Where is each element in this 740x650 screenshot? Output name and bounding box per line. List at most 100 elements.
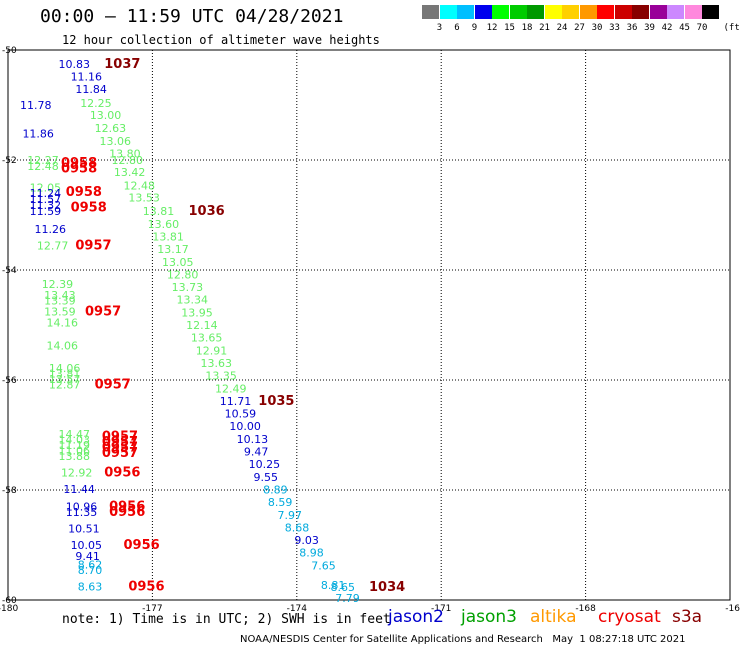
wave-height-label: 13.80 <box>109 147 141 160</box>
pass-time-label: 0957 <box>95 377 131 392</box>
wave-height-label: 8.65 <box>330 581 355 594</box>
wave-height-label: 8.89 <box>263 483 288 496</box>
satellite-label-cryosat: cryosat <box>598 607 661 627</box>
wave-height-label: 8.98 <box>299 547 324 560</box>
wave-height-label: 10.83 <box>59 58 91 71</box>
legend-level-label: 18 <box>521 23 533 33</box>
pass-time-label: 0956 <box>128 579 164 594</box>
wave-height-label: 12.77 <box>37 239 69 252</box>
lat-tick-label: -56 <box>2 376 17 386</box>
lon-tick-label: -168 <box>575 604 596 614</box>
wave-height-label: 7.65 <box>311 559 336 572</box>
wave-height-label: 10.00 <box>229 420 261 433</box>
map-subtitle: 12 hour collection of altimeter wave hei… <box>62 33 380 47</box>
wave-height-label: 8.81 <box>321 579 346 592</box>
pass-time-label: 0957 <box>102 441 138 456</box>
wave-height-label: 13.43 <box>44 289 76 302</box>
legend-level-label: 9 <box>471 23 478 33</box>
legend-level-label: 42 <box>661 23 673 33</box>
wave-height-label: 12.27 <box>27 154 59 167</box>
legend-swatch <box>492 5 509 19</box>
pass-time-label: 0957 <box>85 304 121 319</box>
legend-level-label: 24 <box>556 23 568 33</box>
pass-time-label: 1035 <box>258 394 294 409</box>
note-text: note: 1) Time is in UTC; 2) SWH is in fe… <box>62 612 391 627</box>
wave-height-label: 10.51 <box>68 523 100 536</box>
wave-height-label: 10.13 <box>237 433 269 446</box>
wave-height-label: 11.57 <box>30 193 62 206</box>
wave-height-label: 12.80 <box>111 154 143 167</box>
wave-height-label: 9.41 <box>75 550 100 563</box>
wave-height-label: 14.16 <box>47 316 79 329</box>
wave-height-label: 12.49 <box>215 382 247 395</box>
satellite-label-jason2: jason2 <box>388 607 444 627</box>
wave-height-label: 9.55 <box>253 471 277 484</box>
legend-level-label: 15 <box>504 23 515 33</box>
wave-height-label: 11.24 <box>30 187 62 200</box>
legend-swatch <box>702 5 719 19</box>
wave-height-label: 12.92 <box>61 466 93 479</box>
wave-height-label: 7.97 <box>278 509 303 522</box>
wave-height-label: 11.86 <box>22 128 54 141</box>
wave-height-label: 13.17 <box>157 243 189 256</box>
satellite-label-s3a: s3a <box>672 607 703 627</box>
wave-height-label: 12.14 <box>186 319 218 332</box>
wave-height-label: 11.71 <box>220 395 252 408</box>
legend-level-label: 30 <box>591 23 603 33</box>
wave-height-label: 11.78 <box>20 99 52 112</box>
wave-height-label: 13.57 <box>49 373 80 386</box>
wave-height-label: 9.47 <box>244 446 269 459</box>
legend-swatch <box>632 5 649 19</box>
wave-height-label: 13.05 <box>162 256 194 269</box>
wave-height-label: 13.35 <box>205 370 237 383</box>
wave-height-label: 12.25 <box>80 97 112 110</box>
legend-level-label: 45 <box>679 23 690 33</box>
pass-time-label: 0958 <box>71 200 107 215</box>
legend-swatch <box>579 5 597 19</box>
lat-tick-label: -50 <box>2 46 17 56</box>
legend-swatch <box>422 5 439 19</box>
legend-swatch <box>527 5 544 19</box>
wave-height-label: 11.35 <box>66 506 98 519</box>
legend-swatch <box>649 5 667 19</box>
wave-height-label: 13.59 <box>44 305 76 318</box>
legend-level-label: 39 <box>644 23 655 33</box>
wave-height-label: 10.05 <box>71 539 103 552</box>
legend-swatch <box>684 5 702 19</box>
wave-height-label: 10.59 <box>225 408 257 421</box>
legend-swatch <box>509 5 527 19</box>
pass-time-label: 0958 <box>61 161 97 176</box>
wave-height-label: 8.68 <box>285 521 310 534</box>
legend-swatch <box>474 5 492 19</box>
lon-tick-label: -174 <box>287 604 308 614</box>
wave-height-label: 8.59 <box>268 496 293 509</box>
wave-height-label: 11.26 <box>34 223 65 236</box>
pass-time-label: 0956 <box>109 500 145 515</box>
wave-height-label: 11.06 <box>59 444 91 457</box>
wave-height-label: 10.96 <box>66 501 98 514</box>
pass-time-label: 0957 <box>102 430 138 445</box>
wave-height-label: 13.81 <box>49 367 80 380</box>
wave-height-label: 13.39 <box>44 294 76 307</box>
credit-line: NOAA/NESDIS Center for Satellite Applica… <box>240 634 686 645</box>
wave-height-label: 11.32 <box>30 199 62 212</box>
legend-swatch <box>457 5 474 19</box>
wave-height-label: 14.03 <box>59 433 91 446</box>
wave-height-label: 14.06 <box>47 339 79 352</box>
legend-level-label: 70 <box>696 23 708 33</box>
lon-tick-label: -177 <box>142 604 162 614</box>
wave-height-label: 12.48 <box>124 179 155 192</box>
legend-level-label: 27 <box>574 23 585 33</box>
legend-swatch <box>562 5 579 19</box>
wave-height-label: 11.16 <box>71 70 103 83</box>
wave-height-label: 8.63 <box>78 580 103 593</box>
legend-level-label: 3 <box>436 23 443 33</box>
legend-swatch <box>667 5 684 19</box>
wave-height-label: 7.79 <box>335 592 360 605</box>
wave-height-label: 13.65 <box>191 332 223 345</box>
wave-height-label: 13.00 <box>90 109 122 122</box>
wave-height-label: 13.81 <box>152 230 184 243</box>
wave-height-label: 11.19 <box>59 439 91 452</box>
lon-tick-label: -171 <box>431 604 451 614</box>
